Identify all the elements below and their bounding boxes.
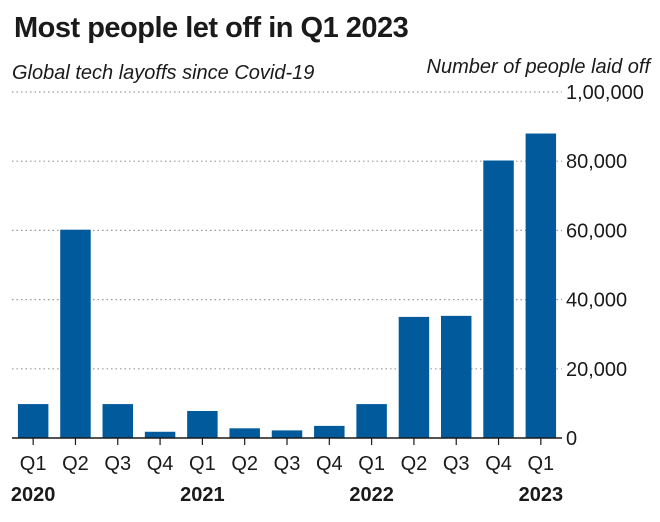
x-category-label: Q1: [20, 453, 47, 475]
x-category-label: Q3: [274, 453, 301, 475]
x-year-label: 2020: [11, 484, 56, 506]
x-category-label: Q4: [316, 453, 343, 475]
x-category-label: Q2: [231, 453, 258, 475]
bar: [271, 430, 303, 438]
bar: [483, 160, 514, 438]
bar: [17, 404, 49, 438]
bar: [314, 425, 345, 438]
x-year-labels: 2020 2021 2022 2023: [11, 484, 563, 506]
chart-title: Most people let off in Q1 2023: [14, 12, 409, 44]
bar: [525, 133, 557, 438]
y-tick-label: 60,000: [566, 220, 627, 242]
gridlines: [12, 91, 562, 370]
y-tick-label: 1,00,000: [566, 82, 644, 104]
y-tick-label: 40,000: [566, 290, 627, 312]
x-category-label: Q3: [443, 453, 470, 475]
x-category-label: Q1: [358, 453, 385, 475]
x-category-label: Q3: [104, 453, 131, 475]
chart-subtitle: Global tech layoffs since Covid-19: [12, 62, 315, 84]
x-year-label: 2023: [519, 484, 564, 506]
x-category-label: Q1: [528, 453, 555, 475]
x-year-label: 2022: [349, 484, 394, 506]
bar: [398, 316, 430, 438]
x-year-label: 2021: [180, 484, 225, 506]
bar: [441, 315, 472, 438]
bar: [187, 411, 218, 438]
y-tick-label: 0: [566, 428, 577, 450]
bar: [229, 428, 260, 438]
baseline: [12, 437, 562, 445]
x-category-label: Q4: [485, 453, 512, 475]
y-tick-label: 20,000: [566, 359, 627, 381]
y-tick-label: 80,000: [566, 151, 627, 173]
x-category-label: Q2: [62, 453, 89, 475]
x-category-label: Q4: [147, 453, 174, 475]
x-category-label: Q2: [401, 453, 428, 475]
x-category-labels: Q1 Q2 Q3 Q4 Q1 Q2 Q3 Q4 Q1 Q2 Q3 Q4 Q1: [20, 453, 554, 475]
bar: [60, 229, 91, 438]
y-axis-label: Number of people laid off: [426, 56, 650, 78]
bar: [356, 404, 387, 438]
bar: [144, 431, 176, 438]
bars: [17, 133, 557, 438]
x-category-label: Q1: [189, 453, 216, 475]
y-tick-labels: 0 20,000 40,000 60,000 80,000 1,00,000: [566, 82, 644, 450]
bar: [102, 404, 133, 438]
